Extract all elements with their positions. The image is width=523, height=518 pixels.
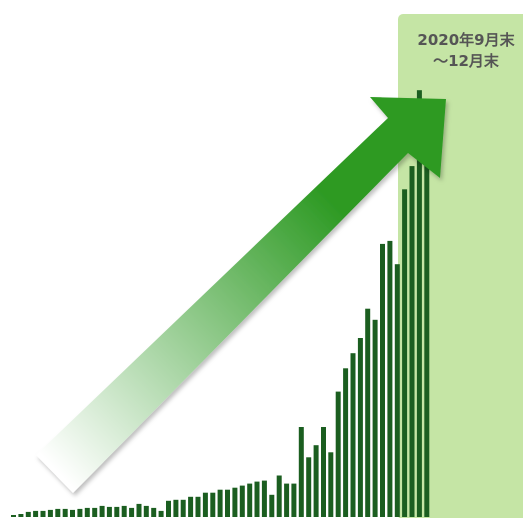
bar	[372, 319, 378, 517]
bar	[33, 510, 39, 517]
bar	[188, 496, 194, 517]
bar	[70, 509, 75, 517]
bar	[239, 485, 245, 517]
bar	[166, 500, 171, 517]
bar	[394, 264, 400, 517]
bar	[106, 506, 112, 517]
highlight-period-background	[398, 14, 523, 518]
bar	[210, 492, 216, 517]
bar	[217, 489, 223, 517]
bar	[298, 427, 304, 517]
bar	[269, 494, 275, 518]
bar	[335, 391, 341, 517]
bar	[328, 452, 334, 517]
bar	[321, 427, 326, 517]
bar	[121, 505, 127, 517]
bar	[365, 308, 371, 517]
bar	[343, 368, 349, 517]
bar	[47, 509, 53, 517]
bar	[424, 104, 430, 518]
bar	[84, 507, 90, 517]
bar	[350, 353, 356, 517]
bar	[136, 503, 142, 517]
bar	[409, 166, 415, 517]
bar	[306, 457, 312, 517]
highlight-label-line1: 2020年9月末	[417, 31, 515, 49]
bar	[18, 514, 24, 517]
bar	[158, 510, 164, 517]
bar	[62, 508, 68, 517]
highlight-label-line2: ～12月末	[433, 52, 500, 70]
bar	[232, 487, 238, 517]
bar	[99, 505, 105, 517]
bar	[357, 338, 363, 517]
bar	[313, 445, 319, 517]
bar	[40, 510, 46, 517]
bar	[276, 475, 282, 517]
bar	[180, 499, 186, 517]
bar	[195, 496, 201, 517]
bar	[129, 507, 135, 517]
bar	[291, 483, 297, 517]
bar	[114, 506, 120, 517]
bar	[225, 489, 230, 517]
bar	[25, 511, 31, 517]
bar	[247, 483, 253, 517]
bar	[143, 505, 149, 517]
bar	[173, 499, 179, 517]
bar	[55, 508, 61, 517]
bar	[202, 492, 208, 517]
bar	[92, 507, 98, 517]
bar	[416, 90, 422, 517]
bar	[387, 240, 393, 517]
bar	[254, 481, 260, 517]
bar	[261, 480, 267, 517]
bar	[380, 243, 385, 517]
growth-arrow-icon	[36, 97, 446, 493]
bar	[402, 189, 408, 518]
bar	[11, 515, 16, 517]
bar-series	[11, 90, 430, 518]
bar	[284, 483, 290, 517]
bar	[77, 508, 83, 517]
bar	[151, 507, 157, 517]
